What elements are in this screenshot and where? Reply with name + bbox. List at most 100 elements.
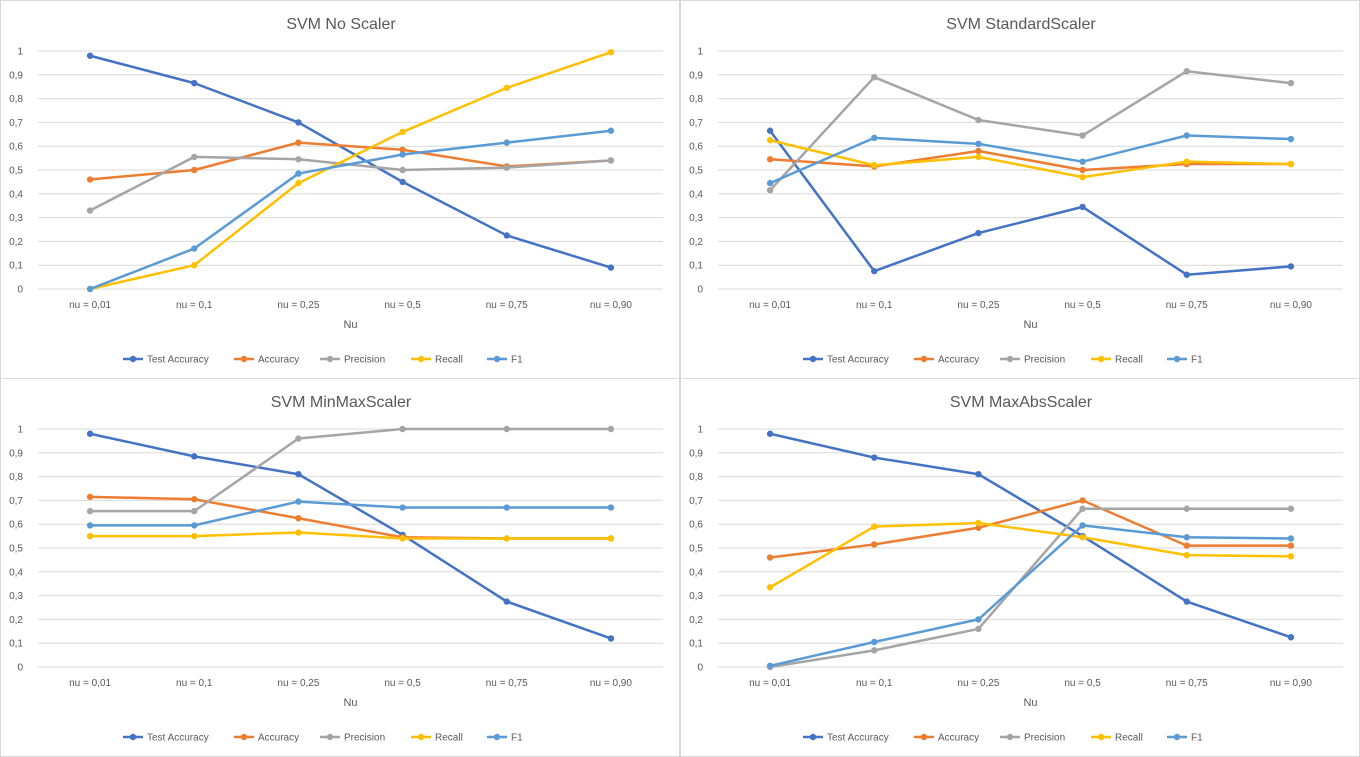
x-tick-label: nu = 0,75 xyxy=(486,678,528,689)
series-f1 xyxy=(86,127,615,293)
data-point xyxy=(399,166,406,174)
data-point xyxy=(1079,203,1086,211)
data-point xyxy=(975,116,982,124)
y-tick-label: 0,2 xyxy=(689,615,703,626)
series-line xyxy=(88,531,613,540)
legend-label: Test Accuracy xyxy=(827,733,889,744)
data-point xyxy=(766,179,774,187)
y-tick-label: 1 xyxy=(17,47,23,58)
chart-title: SVM No Scaler xyxy=(286,16,396,33)
y-tick-label: 0,1 xyxy=(9,639,23,650)
series-f1 xyxy=(766,132,1295,187)
series-line xyxy=(768,521,1293,589)
legend-item: Recall xyxy=(411,733,463,744)
legend-swatch-marker xyxy=(129,733,137,741)
gridlines xyxy=(38,50,663,290)
data-point xyxy=(1183,271,1190,278)
data-point xyxy=(86,430,94,437)
series-line xyxy=(88,500,613,527)
data-point xyxy=(295,471,302,478)
x-tick-label: nu = 0,90 xyxy=(1270,300,1312,311)
y-tick-label: 0,8 xyxy=(689,472,703,483)
data-point xyxy=(1079,522,1086,529)
data-point xyxy=(399,504,406,511)
data-point xyxy=(295,170,302,177)
chart-panel-minmax-scaler: SVM MinMaxScaler 0 0,1 0,2 0,3 0,4 0,5 0,6 0,7 0,… xyxy=(0,378,680,757)
legend-label: Recall xyxy=(435,355,463,366)
data-point xyxy=(766,137,774,144)
data-point xyxy=(295,515,302,522)
series-test-accuracy xyxy=(766,127,1295,278)
data-point xyxy=(86,532,94,540)
series-line xyxy=(88,495,613,540)
series-line xyxy=(768,499,1293,559)
data-point xyxy=(1183,158,1190,165)
data-point xyxy=(975,229,982,237)
data-point xyxy=(607,127,615,134)
data-point xyxy=(975,625,982,633)
y-tick-label: 1 xyxy=(697,425,703,436)
y-tick-label: 0,6 xyxy=(9,142,23,153)
line-chart-standard-scaler: SVM StandardScaler 0 0,1 0,2 0,3 0,4 0,5 0,6 0,7… xyxy=(689,16,1343,366)
legend-item: Precision xyxy=(320,733,385,744)
data-point xyxy=(191,522,198,529)
x-tick-label: nu = 0,5 xyxy=(384,300,421,311)
series-line xyxy=(88,54,613,269)
legend-label: Precision xyxy=(344,355,385,366)
x-tick-label: nu = 0,25 xyxy=(277,300,319,311)
legend-label: Accuracy xyxy=(938,733,979,744)
x-tick-label: nu = 0,90 xyxy=(590,678,632,689)
chart-title: SVM StandardScaler xyxy=(946,16,1096,33)
data-point xyxy=(86,176,94,183)
data-point xyxy=(766,662,774,670)
data-point xyxy=(1287,535,1295,542)
legend-swatch-marker xyxy=(920,355,928,363)
data-point xyxy=(191,453,198,460)
y-tick-label: 0,9 xyxy=(9,70,23,81)
series-precision xyxy=(766,68,1295,194)
x-tick-label: nu = 0,01 xyxy=(749,678,791,689)
data-point xyxy=(503,164,510,171)
data-point xyxy=(295,435,302,442)
data-point xyxy=(1287,553,1295,560)
data-point xyxy=(86,285,94,293)
legend-label: F1 xyxy=(1191,733,1203,744)
series-line xyxy=(768,149,1293,172)
data-point xyxy=(766,554,774,561)
series-line xyxy=(88,427,613,513)
y-tick-label: 0,9 xyxy=(689,70,703,81)
legend-label: Recall xyxy=(435,733,463,744)
legend-item: Precision xyxy=(1000,733,1065,744)
data-point xyxy=(295,139,302,146)
data-point xyxy=(295,119,302,126)
data-point xyxy=(1183,505,1190,512)
legend-label: Accuracy xyxy=(258,733,299,744)
y-tick-label: 0,1 xyxy=(689,261,703,272)
series-line xyxy=(88,50,613,291)
legend-swatch-marker xyxy=(809,355,817,363)
data-point xyxy=(607,504,615,511)
data-point xyxy=(1079,505,1086,512)
data-point xyxy=(399,146,406,153)
data-point xyxy=(295,498,302,505)
data-point xyxy=(399,535,406,542)
legend-item: Test Accuracy xyxy=(803,733,889,744)
data-point xyxy=(1079,173,1086,181)
data-point xyxy=(607,535,615,542)
y-tick-label: 0,7 xyxy=(689,118,703,129)
data-point xyxy=(1287,135,1295,143)
x-tick-label: nu = 0,5 xyxy=(1064,300,1101,311)
y-tick-label: 0,3 xyxy=(689,591,703,602)
data-point xyxy=(1079,132,1086,139)
line-chart-no-scaler: SVM No Scaler 0 0,1 0,2 0,3 0,4 0,5 0,6 0,7 0,8 0,… xyxy=(9,16,663,366)
legend-label: Recall xyxy=(1115,355,1143,366)
legend-label: F1 xyxy=(511,355,523,366)
data-point xyxy=(1183,542,1190,549)
series-line xyxy=(768,134,1293,185)
legend-swatch-marker xyxy=(240,355,248,363)
y-tick-label: 0,6 xyxy=(689,142,703,153)
line-chart-minmax-scaler: SVM MinMaxScaler 0 0,1 0,2 0,3 0,4 0,5 0,6 0,7 0,… xyxy=(9,394,663,744)
legend-label: Accuracy xyxy=(258,355,299,366)
legend-swatch-marker xyxy=(493,355,501,363)
x-axis-label: Nu xyxy=(1023,319,1037,331)
